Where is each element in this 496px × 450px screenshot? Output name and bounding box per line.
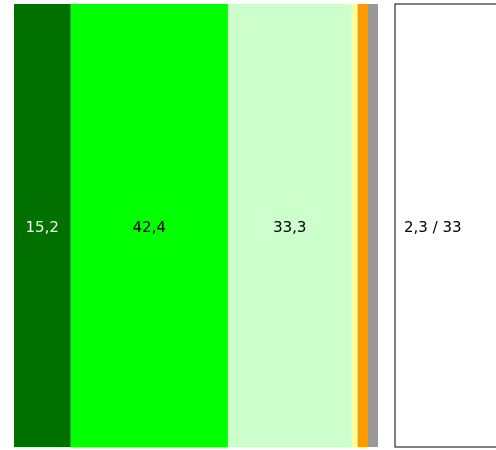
segment-label-1: 15,2: [26, 218, 59, 236]
bar-segment-1[interactable]: [14, 4, 71, 447]
bar-segment-2[interactable]: [70, 4, 228, 447]
bar-segment-3[interactable]: [227, 4, 352, 447]
bar-segment-5[interactable]: [357, 4, 368, 447]
bar-segment-6[interactable]: [367, 4, 378, 447]
segment-labels: 15,2 42,4 33,3: [26, 218, 307, 236]
segment-label-2: 42,4: [132, 218, 165, 236]
bar-segment-4[interactable]: [351, 4, 358, 447]
stacked-bar: [14, 4, 378, 447]
segment-label-3: 33,3: [273, 218, 306, 236]
tooltip-text: 2,3 / 33: [404, 218, 462, 236]
tooltip-box: [394, 3, 496, 448]
hover-tooltip: 2,3 / 33: [394, 3, 496, 448]
